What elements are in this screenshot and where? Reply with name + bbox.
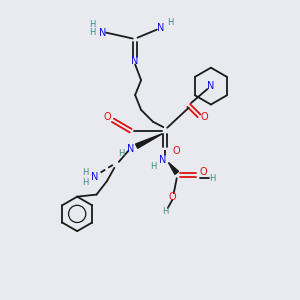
Text: N: N [157, 23, 164, 33]
Text: H: H [209, 174, 216, 183]
Text: O: O [172, 146, 180, 156]
Text: N: N [99, 28, 106, 38]
Text: H: H [167, 18, 173, 27]
Text: N: N [159, 154, 166, 164]
Text: N: N [91, 172, 99, 182]
Text: N: N [207, 81, 214, 91]
Text: O: O [201, 112, 208, 122]
Text: H: H [89, 28, 95, 37]
Text: O: O [169, 192, 176, 202]
Text: H: H [82, 178, 89, 187]
Text: O: O [200, 167, 207, 177]
Text: N: N [131, 56, 139, 66]
Text: H: H [162, 207, 169, 216]
Polygon shape [168, 163, 178, 174]
Text: H: H [82, 168, 89, 177]
Text: H: H [118, 149, 124, 158]
Text: H: H [89, 20, 95, 29]
Text: H: H [150, 162, 157, 171]
Text: N: N [127, 143, 134, 154]
Polygon shape [136, 134, 163, 148]
Text: O: O [103, 112, 111, 122]
